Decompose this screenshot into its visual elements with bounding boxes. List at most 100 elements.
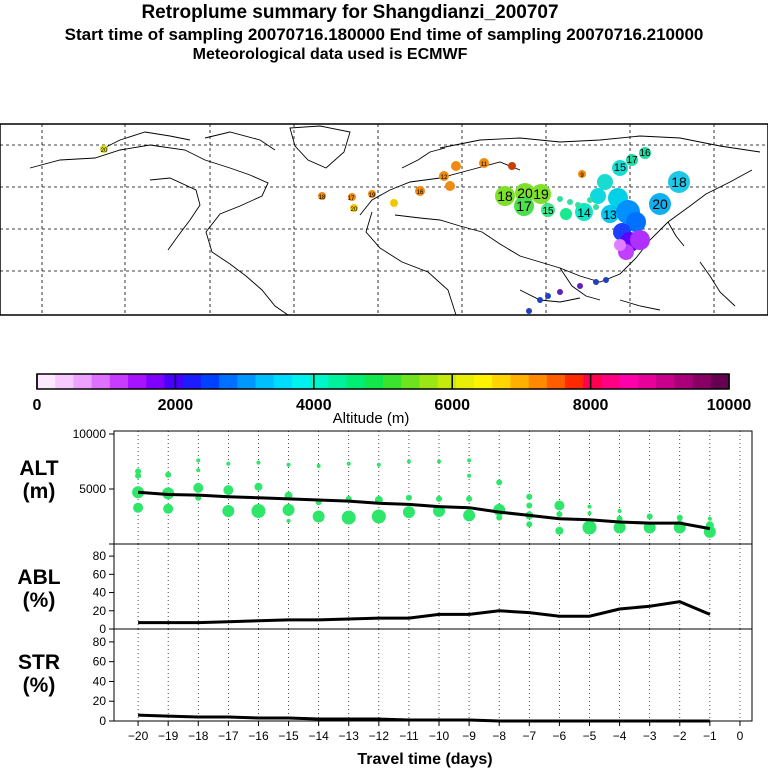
altitude-dot: [312, 510, 325, 523]
plume-label: 17: [348, 196, 355, 202]
panel-label: ALT: [19, 457, 58, 480]
plume-marker: [649, 193, 671, 215]
plume-label: 14: [577, 206, 591, 220]
colorbar-tick-label: 6000: [434, 397, 470, 414]
colorbar-swatch: [364, 374, 384, 389]
colorbar-swatch: [273, 374, 293, 389]
plume-marker: [557, 196, 563, 202]
sampling-times: Start time of sampling 20070716.180000 E…: [64, 25, 704, 44]
plume-marker: [578, 170, 586, 178]
altitude-dot: [587, 511, 592, 516]
plume-marker: [526, 308, 532, 314]
x-tick-label: −16: [248, 729, 269, 743]
x-tick-label: −1: [703, 729, 717, 743]
plume-label: 15: [614, 162, 626, 174]
plume-marker: [567, 199, 573, 205]
plume-marker: [350, 204, 358, 212]
altitude-dot: [466, 495, 473, 502]
plume-marker: [541, 203, 555, 217]
colorbar-swatch: [455, 374, 475, 389]
colorbar-swatch: [219, 374, 238, 389]
altitude-dot: [646, 513, 653, 520]
altitude-dot: [346, 461, 351, 466]
x-tick-label: −18: [188, 729, 209, 743]
plume-marker: [639, 147, 651, 159]
y-tick-label: 0: [99, 714, 106, 728]
altitude-dot: [587, 504, 592, 509]
colorbar-tick-label: 2000: [158, 397, 194, 414]
colorbar-swatch: [109, 374, 129, 389]
plume-label: 18: [319, 195, 326, 201]
y-tick-label: 5000: [79, 482, 106, 496]
colorbar-swatch: [510, 374, 530, 389]
colorbar-swatch: [637, 374, 657, 389]
altitude-dot: [617, 509, 622, 513]
plume-marker: [445, 181, 455, 191]
plume-marker: [593, 279, 599, 285]
panel-label: (%): [23, 674, 56, 697]
coastlines: [29, 125, 761, 316]
plume-label: 12: [441, 175, 448, 181]
altitude-dot: [554, 500, 565, 511]
plume-marker: [318, 192, 326, 200]
plume-label: 19: [533, 186, 549, 202]
altitude-dot: [316, 463, 321, 468]
colorbar-swatch: [565, 374, 584, 389]
colorbar-swatch: [656, 374, 675, 389]
x-tick-label: −7: [522, 729, 536, 743]
colorbar-swatch: [91, 374, 111, 389]
colorbar-swatch: [401, 374, 420, 389]
plume-marker: [537, 297, 543, 303]
plume-marker: [557, 289, 563, 295]
plume-marker: [495, 186, 515, 206]
plume-marker: [545, 293, 551, 299]
altitude-dot: [436, 495, 443, 502]
plume-marker: [451, 161, 461, 171]
altitude-dot: [222, 505, 235, 517]
panel-label: STR: [18, 651, 60, 674]
series-line-alt: [137, 490, 711, 531]
plume-marker: [668, 171, 690, 193]
y-tick-label: 80: [93, 635, 107, 649]
altitude-dot: [223, 485, 234, 496]
altitude-dot: [135, 472, 142, 479]
altitude-dot: [493, 503, 506, 516]
colorbar-swatch: [55, 374, 74, 389]
x-tick-label: −5: [583, 729, 597, 743]
plume-marker: [368, 190, 376, 198]
colorbar-swatch: [437, 374, 457, 389]
altitude-dot: [467, 458, 472, 463]
time-series-panels: 500010000ALT(m)020406080ABL(%)020406080S…: [17, 427, 753, 768]
altitude-dot: [616, 515, 623, 522]
y-tick-label: 40: [93, 674, 107, 688]
colorbar-swatch: [601, 374, 621, 389]
plume-label: 20: [351, 207, 358, 213]
plume-label: 11: [481, 162, 488, 168]
colorbar-swatch: [383, 374, 402, 389]
plume-marker: [415, 186, 425, 196]
plume-marker: [390, 199, 398, 207]
colorbar-swatch: [474, 374, 493, 389]
altitude-dot: [226, 461, 231, 466]
panel-label: ABL: [17, 566, 60, 589]
altitude-dot: [286, 518, 291, 523]
plume-label: 19: [369, 193, 376, 199]
x-tick-label: −19: [158, 729, 179, 743]
altitude-dot: [437, 459, 442, 464]
y-tick-label: 20: [93, 694, 107, 708]
plume-marker: [590, 188, 606, 204]
colorbar-swatch: [310, 374, 329, 389]
colorbar-swatch: [419, 374, 439, 389]
colorbar-swatch: [328, 374, 347, 389]
altitude-dot: [406, 459, 411, 464]
altitude-dot: [582, 520, 597, 535]
y-tick-label: 60: [93, 567, 107, 581]
x-tick-label: −20: [128, 729, 149, 743]
plume-marker: [593, 204, 599, 210]
altitude-colorbar: 0 2000 4000 6000 8000 10000: [33, 373, 751, 414]
colorbar-swatch: [255, 374, 275, 389]
altitude-dot: [196, 458, 201, 463]
y-tick-label: 20: [93, 604, 107, 618]
colorbar-tick-label: 8000: [573, 397, 609, 414]
